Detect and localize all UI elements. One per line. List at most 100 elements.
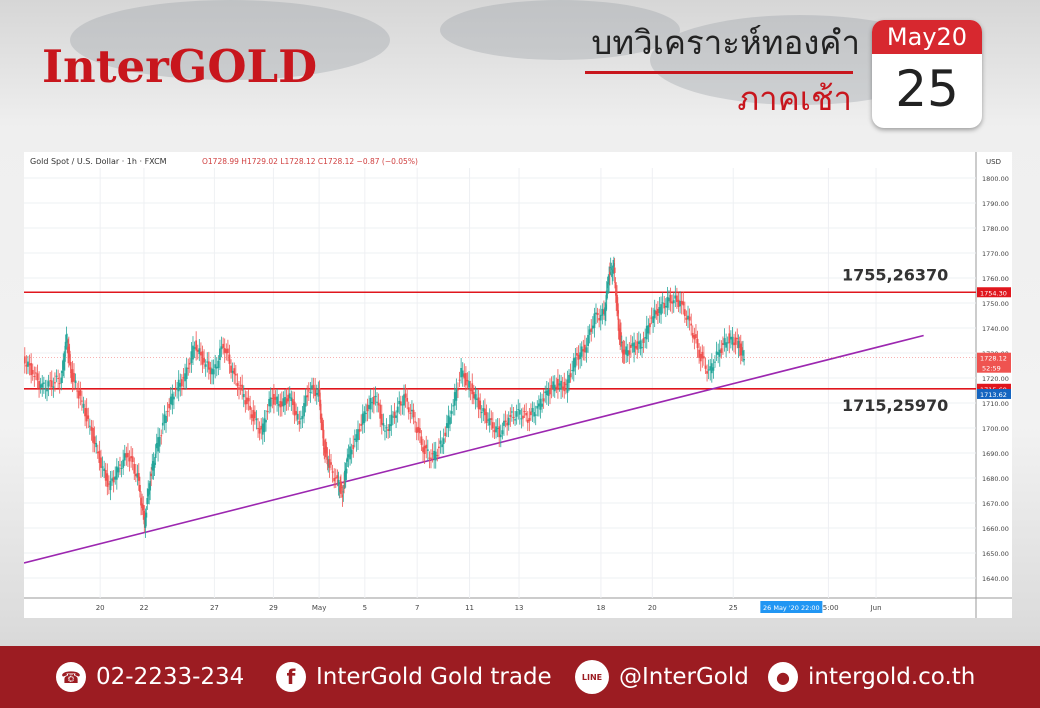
candle-body [431, 453, 434, 455]
candle-body [476, 398, 478, 401]
candle-body [588, 329, 591, 335]
candle-body [577, 354, 580, 360]
candle-body [49, 380, 52, 382]
candle-body [93, 436, 96, 445]
candle-body [309, 391, 312, 393]
candle-body [145, 512, 148, 518]
candle-body [452, 405, 455, 407]
candle-body [171, 393, 174, 406]
candle-body [334, 477, 337, 479]
candle-body [307, 390, 310, 392]
candle-body [379, 404, 382, 419]
candle-body [228, 354, 231, 364]
candle-body [537, 403, 540, 407]
candle-body [190, 351, 193, 364]
candle-body [343, 482, 346, 484]
candle-body [347, 454, 350, 458]
candle-body [376, 401, 378, 403]
footer-facebook[interactable]: f InterGold Gold trade [276, 662, 552, 692]
title-underline [585, 71, 853, 74]
candle-body [415, 427, 418, 433]
candle-body [371, 402, 374, 404]
candle-body [450, 411, 453, 414]
candle-body [203, 358, 205, 363]
candle-body [385, 427, 388, 429]
candle-body [734, 337, 737, 345]
globe-icon: ● [768, 662, 798, 692]
candle-body [372, 396, 375, 405]
candle-body [231, 370, 234, 373]
candle-body [495, 426, 497, 433]
candle-body [39, 384, 42, 388]
candle-body [610, 268, 613, 270]
candle-body [607, 283, 610, 285]
candle-body [641, 347, 643, 349]
candle-body [545, 390, 548, 396]
candle-body [220, 346, 223, 350]
candle-body [340, 483, 342, 487]
candle-body [123, 453, 126, 461]
candle-body [303, 403, 305, 417]
candle-body [184, 373, 186, 382]
footer-website[interactable]: ● intergold.co.th [768, 662, 975, 692]
candle-body [87, 415, 90, 419]
candle-body [177, 379, 180, 392]
last-price-label: 1728.12 [980, 355, 1007, 363]
candle-body [555, 386, 558, 388]
candle-body [161, 422, 164, 426]
candle-body [198, 348, 201, 355]
candle-body [144, 516, 147, 528]
candle-body [339, 486, 342, 493]
footer-line[interactable]: LINE @InterGold [575, 660, 749, 694]
candle-body [561, 386, 564, 389]
candle-body [140, 497, 142, 506]
candle-body [188, 362, 191, 365]
candle-body [69, 361, 72, 366]
candle-body [503, 420, 505, 426]
candle-body [269, 397, 272, 407]
candle-body [366, 404, 369, 412]
candle-body [133, 463, 136, 474]
candle-body [322, 429, 325, 446]
candle-body [71, 369, 74, 383]
candle-body [151, 463, 154, 470]
candle-body [733, 342, 735, 346]
y-tick-label: 1770.00 [982, 250, 1009, 258]
candle-body [595, 312, 597, 315]
level-annotation: 1755,26370 [842, 265, 948, 284]
candle-body [726, 342, 729, 344]
candle-body [644, 336, 647, 339]
candle-body [273, 394, 275, 405]
candle-body [28, 363, 31, 366]
candle-body [649, 323, 651, 328]
candle-body [484, 408, 486, 416]
candle-body [472, 391, 475, 399]
candle-body [468, 381, 470, 388]
candle-body [341, 494, 344, 498]
candle-body [542, 398, 545, 402]
candle-body [509, 414, 512, 417]
candle-body [736, 338, 739, 340]
candle-body [98, 450, 101, 463]
candle-body [671, 301, 674, 304]
facebook-page: InterGold Gold trade [316, 664, 552, 690]
candle-body [358, 429, 361, 432]
candle-body [487, 419, 489, 421]
candle-body [723, 338, 726, 346]
candle-body [35, 372, 37, 374]
candle-body [363, 411, 366, 423]
candle-body [214, 364, 217, 369]
level-price-box [977, 287, 1011, 298]
footer-phone[interactable]: ☎ 02-2233-234 [56, 662, 244, 692]
candle-body [252, 409, 255, 422]
candle-body [120, 467, 123, 469]
candle-body [690, 323, 693, 326]
candle-body [173, 396, 175, 400]
price-chart[interactable]: 1800.00 1790.00 1780.00 1770.00 1760.00 1750.… [23, 152, 1012, 618]
candle-body [720, 348, 723, 353]
candle-body [616, 303, 619, 314]
candle-body [612, 263, 615, 267]
candle-body [258, 428, 261, 434]
chart-panel[interactable]: 1800.00 1790.00 1780.00 1770.00 1760.00 1750.… [23, 152, 1012, 618]
x-tick-label: 20 [648, 604, 657, 612]
